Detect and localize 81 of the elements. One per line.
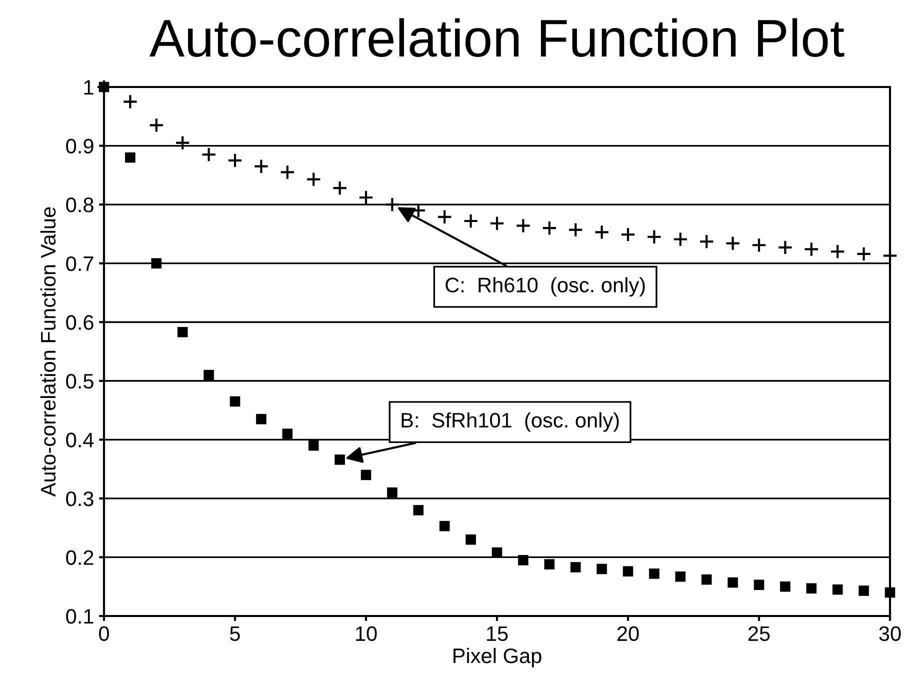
- point: [466, 534, 476, 545]
- point: [280, 164, 296, 180]
- point: [701, 574, 712, 585]
- point: [230, 396, 240, 407]
- point: [568, 222, 584, 238]
- point: [672, 232, 688, 247]
- point: [728, 577, 738, 588]
- point: [882, 248, 898, 264]
- point: [806, 583, 817, 594]
- point: [492, 547, 502, 558]
- chart-title: Auto-correlation Function Plot: [150, 18, 844, 57]
- point: [856, 246, 872, 262]
- y-tick-label: 0.8: [66, 198, 94, 212]
- y-tick-label: 0.1: [66, 609, 94, 624]
- point: [201, 146, 216, 162]
- point: [334, 454, 345, 465]
- point: [804, 242, 820, 257]
- y-tick-label: 1: [84, 80, 94, 95]
- point: [360, 470, 372, 480]
- point: [254, 158, 269, 174]
- point: [332, 180, 348, 196]
- x-tick-label: 15: [487, 626, 508, 642]
- point: [518, 555, 528, 566]
- point: [778, 240, 793, 256]
- x-tick-label: 30: [879, 626, 901, 642]
- y-tick-label: 0.5: [66, 374, 94, 389]
- y-tick-label: 0.7: [66, 256, 94, 272]
- point: [463, 213, 478, 229]
- point: [227, 152, 243, 168]
- point: [387, 487, 398, 498]
- point: [306, 172, 322, 187]
- y-tick-label: 0.9: [66, 138, 94, 154]
- x-tick-label: 0: [99, 626, 109, 642]
- point: [384, 196, 400, 212]
- point: [858, 586, 869, 596]
- point: [594, 224, 610, 240]
- x-tick-label: 25: [748, 626, 770, 642]
- point: [256, 414, 266, 424]
- point: [622, 566, 634, 576]
- point: [489, 216, 505, 231]
- point: [544, 559, 555, 570]
- point: [698, 234, 714, 250]
- x-tick-label: 5: [230, 626, 240, 642]
- point: [358, 190, 374, 206]
- point: [439, 520, 450, 532]
- point: [830, 244, 846, 260]
- point: [413, 505, 424, 516]
- point: [725, 236, 740, 251]
- point: [148, 118, 164, 133]
- x-tick-label: 10: [356, 626, 377, 642]
- y-tick-label: 0.6: [66, 315, 94, 330]
- point: [646, 229, 662, 245]
- point: [177, 326, 188, 338]
- x-axis-title: Pixel Gap: [454, 648, 542, 668]
- point: [649, 568, 660, 579]
- point: [516, 218, 531, 234]
- point: [884, 587, 896, 598]
- point: [780, 581, 790, 592]
- point: [620, 226, 636, 242]
- y-axis-title: Auto-correlation Function Value: [40, 207, 56, 497]
- annotation: B: SfRh101 (osc. only): [402, 412, 619, 432]
- y-tick-label: 0.4: [66, 432, 94, 448]
- point: [282, 428, 293, 439]
- point: [754, 580, 764, 590]
- point: [174, 135, 190, 150]
- point: [570, 562, 581, 572]
- point: [308, 440, 319, 451]
- point: [125, 152, 136, 163]
- point: [675, 571, 686, 582]
- point: [151, 258, 162, 268]
- x-tick-label: 20: [617, 626, 639, 642]
- annotation: C: Rh610 (osc. only): [446, 277, 645, 297]
- y-tick-label: 0.3: [66, 491, 94, 506]
- point: [204, 370, 214, 380]
- point: [596, 564, 607, 574]
- point: [832, 584, 843, 595]
- point: [751, 237, 767, 253]
- point: [122, 94, 138, 110]
- point: [436, 209, 452, 225]
- point: [542, 220, 558, 236]
- y-tick-label: 0.2: [66, 550, 94, 565]
